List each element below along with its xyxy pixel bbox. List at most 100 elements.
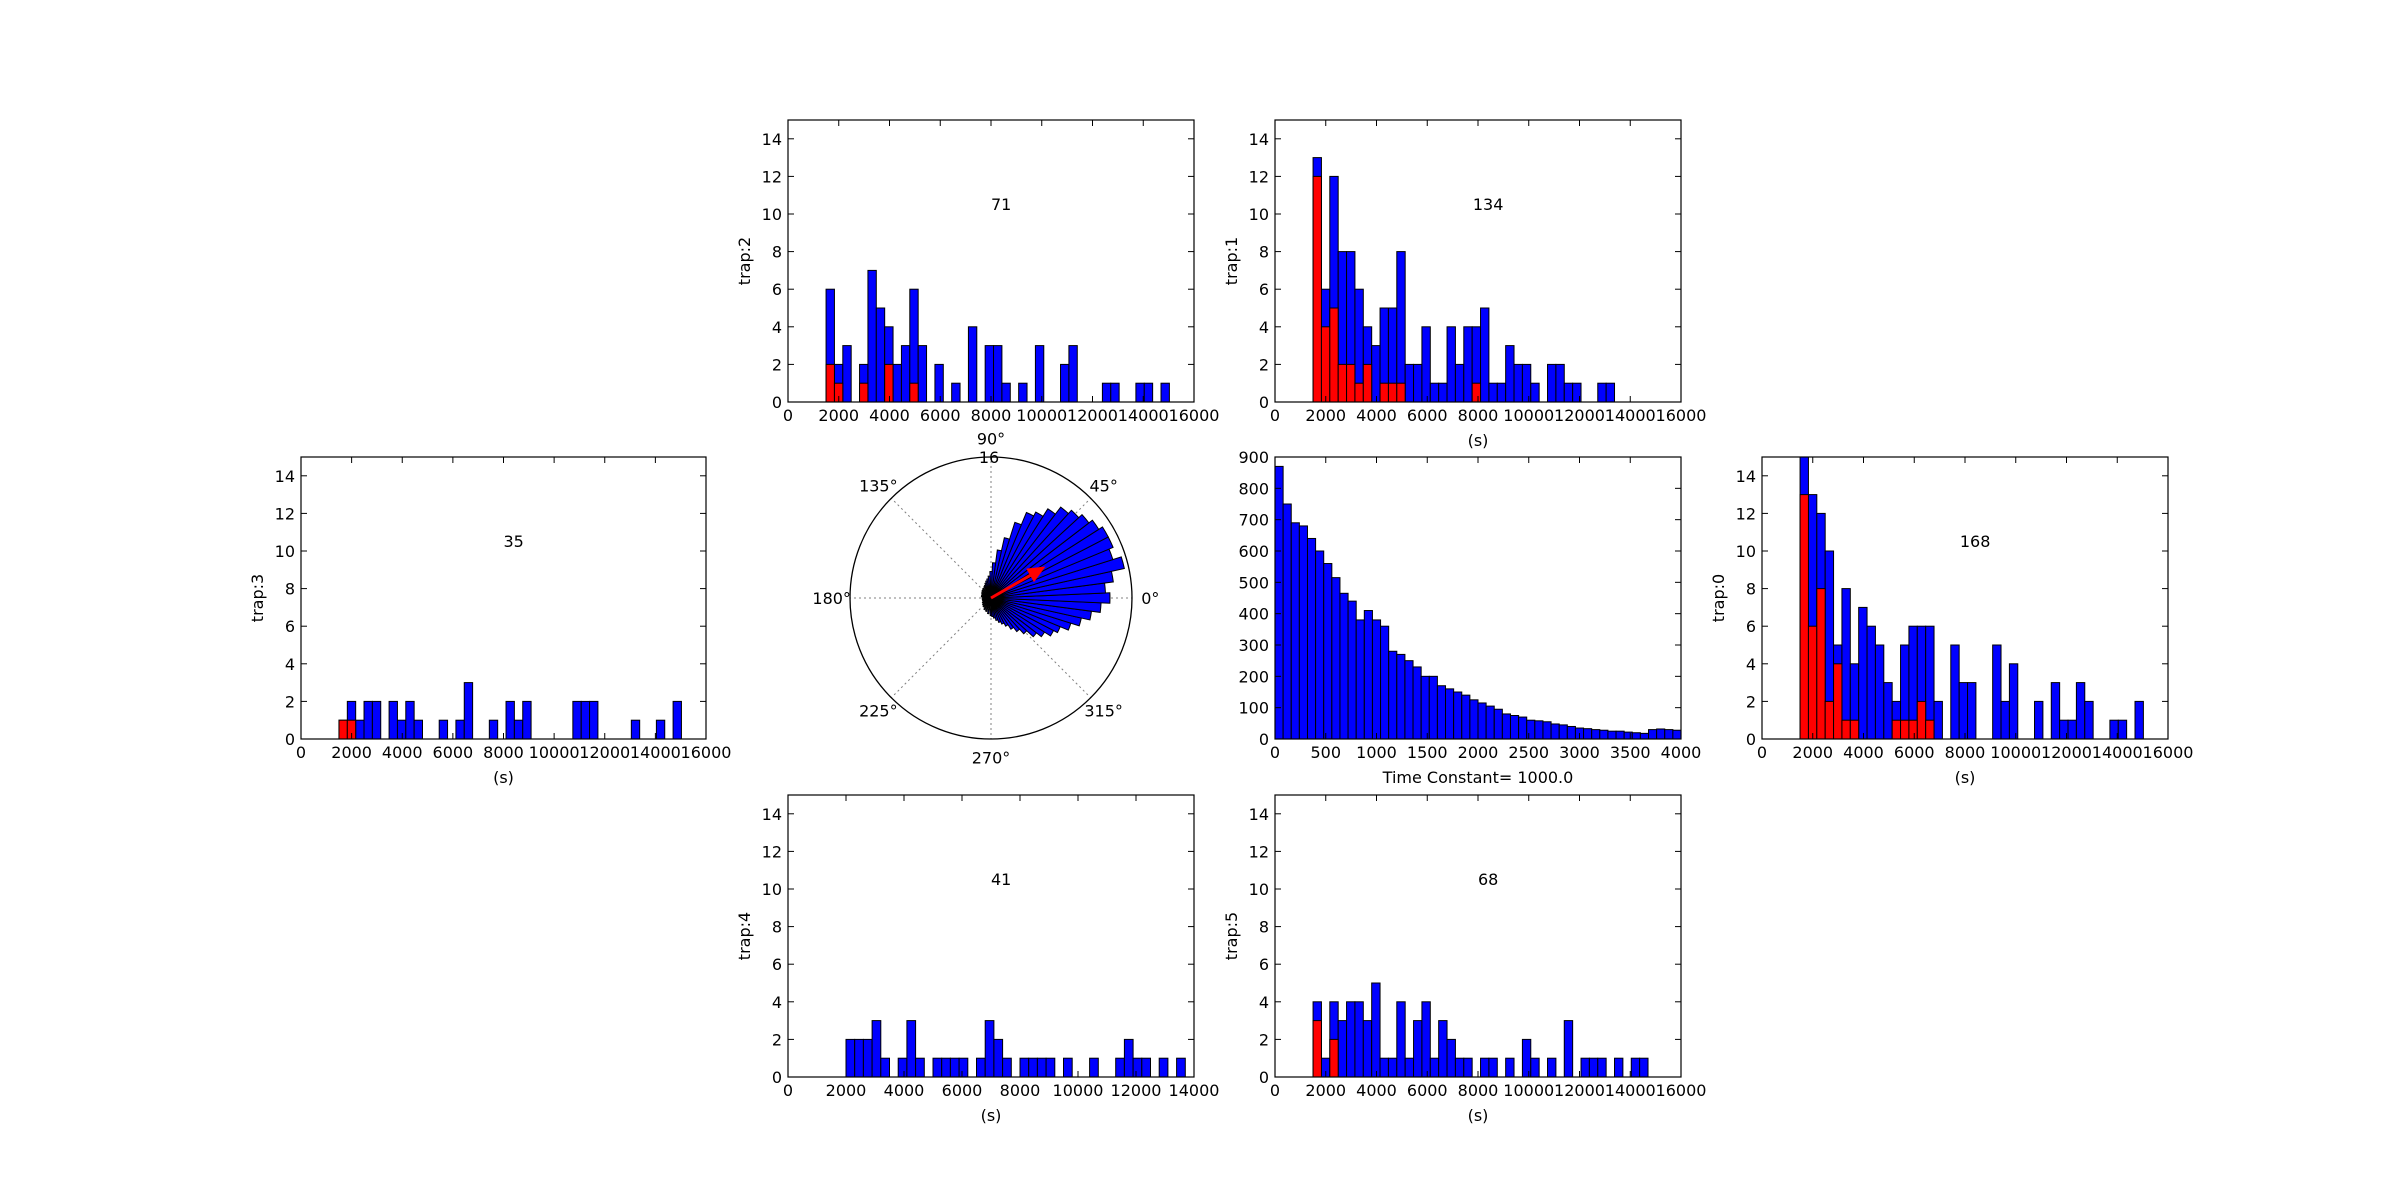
bar-trap5-s0-25 (1563, 1020, 1574, 1077)
y-tick-label: 6 (772, 280, 782, 299)
y-tick-label: 200 (1238, 667, 1269, 686)
bar-trap4-s0-14 (993, 1038, 1004, 1077)
bar-time-constant-14 (1388, 650, 1398, 739)
bar-trap5-s1-0 (1312, 1020, 1322, 1077)
bar-time-constant-27 (1493, 708, 1503, 739)
x-axis-label: (s) (1468, 431, 1489, 450)
bar-trap2-s0-19 (1060, 363, 1070, 402)
bar-trap1-s0-23 (1505, 345, 1515, 402)
y-tick-label: 10 (1249, 205, 1269, 224)
histogram-time-constant: 0 500 1000 1500 2000 2500 3000 3500 4000 0 100 200 3… (1238, 448, 1701, 787)
bar-time-constant-10 (1355, 619, 1365, 739)
bar-trap2-s0-7 (892, 363, 902, 402)
bar-trap1-s1-1 (1320, 326, 1331, 402)
bar-trap5-s0-23 (1530, 1057, 1540, 1077)
bar-trap2-s0-8 (900, 345, 911, 402)
x-tick-label: 1500 (1407, 743, 1448, 762)
bar-trap0-s1-11 (1925, 719, 1935, 739)
histogram-trap0: 0 2000 4000 6000 8000 10000 12000 14000 16000 0 2 4… (1709, 456, 2193, 787)
x-tick-label: 0 (1270, 1081, 1280, 1100)
bar-trap4-s0-17 (1028, 1057, 1038, 1077)
bar-trap4-s0-24 (1132, 1057, 1143, 1077)
bar-trap1-s1-4 (1346, 363, 1356, 402)
polar-bar-34 (990, 549, 1003, 599)
y-tick-label: 14 (1736, 467, 1756, 486)
bar-trap3-s1-1 (346, 719, 357, 739)
polar-bar-55 (984, 597, 992, 613)
x-tick-label: 2000 (331, 743, 372, 762)
bar-trap0-s0-31 (2134, 700, 2144, 739)
bar-trap0-s0-22 (2008, 663, 2019, 739)
x-tick-label: 4000 (1356, 1081, 1397, 1100)
x-tick-label: 16000 (681, 743, 732, 762)
y-tick-label: 0 (1746, 730, 1756, 749)
bar-trap2-s1-0 (825, 363, 835, 402)
bar-trap1-s0-21 (1488, 382, 1498, 402)
x-tick-label: 8000 (1458, 406, 1499, 425)
bar-trap4-s0-21 (1089, 1057, 1099, 1077)
x-tick-label: 12000 (1554, 1081, 1605, 1100)
bar-trap0-s0-9 (1874, 644, 1885, 739)
bar-time-constant-47 (1656, 728, 1666, 739)
bar-time-constant-22 (1453, 691, 1463, 739)
bar-trap5-s0-10 (1396, 1001, 1406, 1077)
y-tick-label: 800 (1238, 479, 1269, 498)
bar-trap1-s0-11 (1404, 363, 1415, 402)
polar-gridline (890, 497, 992, 599)
bar-trap1-s0-13 (1421, 326, 1431, 402)
x-tick-label: 4000 (1843, 743, 1884, 762)
axes-frame (300, 456, 707, 740)
bar-trap1-s1-9 (1396, 382, 1406, 402)
bar-trap5-s0-18 (1463, 1057, 1473, 1077)
y-tick-label: 0 (772, 393, 782, 412)
bar-trap5-s0-29 (1614, 1057, 1624, 1077)
bar-trap3-s0-8 (413, 719, 424, 739)
bar-group (1312, 157, 1616, 402)
bar-trap2-s0-2 (842, 345, 852, 402)
y-tick-label: 0 (1259, 1068, 1269, 1087)
x-tick-label: 12000 (1554, 406, 1605, 425)
y-tick-label: 4 (772, 993, 782, 1012)
bar-trap3-s0-14 (513, 719, 524, 739)
bar-trap1-s0-24 (1513, 363, 1523, 402)
count-annotation: 168 (1960, 532, 1991, 551)
bar-time-constant-23 (1461, 694, 1471, 739)
bar-trap4-s0-18 (1036, 1057, 1047, 1077)
x-tick-label: 12000 (1067, 406, 1118, 425)
bar-trap2-s0-21 (1101, 382, 1112, 402)
y-tick-label: 0 (772, 1068, 782, 1087)
x-tick-label: 12000 (579, 743, 630, 762)
y-axis-label: trap:5 (1222, 912, 1241, 960)
polar-direction-rose: 0° 45° 90° 135° 180° 225° 270° 315° 16 (812, 430, 1159, 768)
histogram-trap3: 0 2000 4000 6000 8000 10000 12000 14000 16000 0 2 4… (248, 456, 732, 787)
bar-trap0-s1-3 (1824, 700, 1835, 739)
y-tick-label: 8 (772, 918, 782, 937)
bar-trap3-s0-10 (455, 719, 465, 739)
x-tick-label: 6000 (433, 743, 474, 762)
x-axis-label: (s) (493, 768, 514, 787)
y-tick-label: 2 (772, 355, 782, 374)
bar-trap0-s0-27 (2075, 682, 2086, 739)
y-tick-label: 0 (1259, 730, 1269, 749)
bar-trap5-s0-5 (1354, 1001, 1364, 1077)
x-tick-label: 10000 (1016, 406, 1067, 425)
polar-angle-label: 315° (1084, 702, 1123, 721)
bar-trap4-s0-23 (1123, 1038, 1134, 1077)
bar-trap4-s0-22 (1115, 1057, 1125, 1077)
bar-trap0-s0-24 (2050, 682, 2061, 739)
bar-time-constant-40 (1599, 729, 1609, 739)
histogram-trap5: 0 2000 4000 6000 8000 10000 12000 14000 16000 0 2 4… (1222, 794, 1706, 1125)
polar-radial-tick-label: 16 (979, 448, 999, 467)
x-tick-label: 1000 (1356, 743, 1397, 762)
x-tick-label: 0 (1270, 743, 1280, 762)
bar-time-constant-25 (1477, 702, 1487, 739)
y-tick-label: 2 (1259, 1030, 1269, 1049)
bar-trap0-s1-10 (1916, 700, 1927, 739)
bar-trap4-s0-4 (880, 1057, 890, 1077)
bar-time-constant-39 (1591, 729, 1601, 739)
x-tick-label: 0 (1270, 406, 1280, 425)
y-axis-label: trap:4 (735, 912, 754, 960)
bar-trap4-s0-15 (1002, 1057, 1012, 1077)
bar-trap0-s1-8 (1900, 719, 1910, 739)
bar-trap5-s0-27 (1588, 1057, 1599, 1077)
